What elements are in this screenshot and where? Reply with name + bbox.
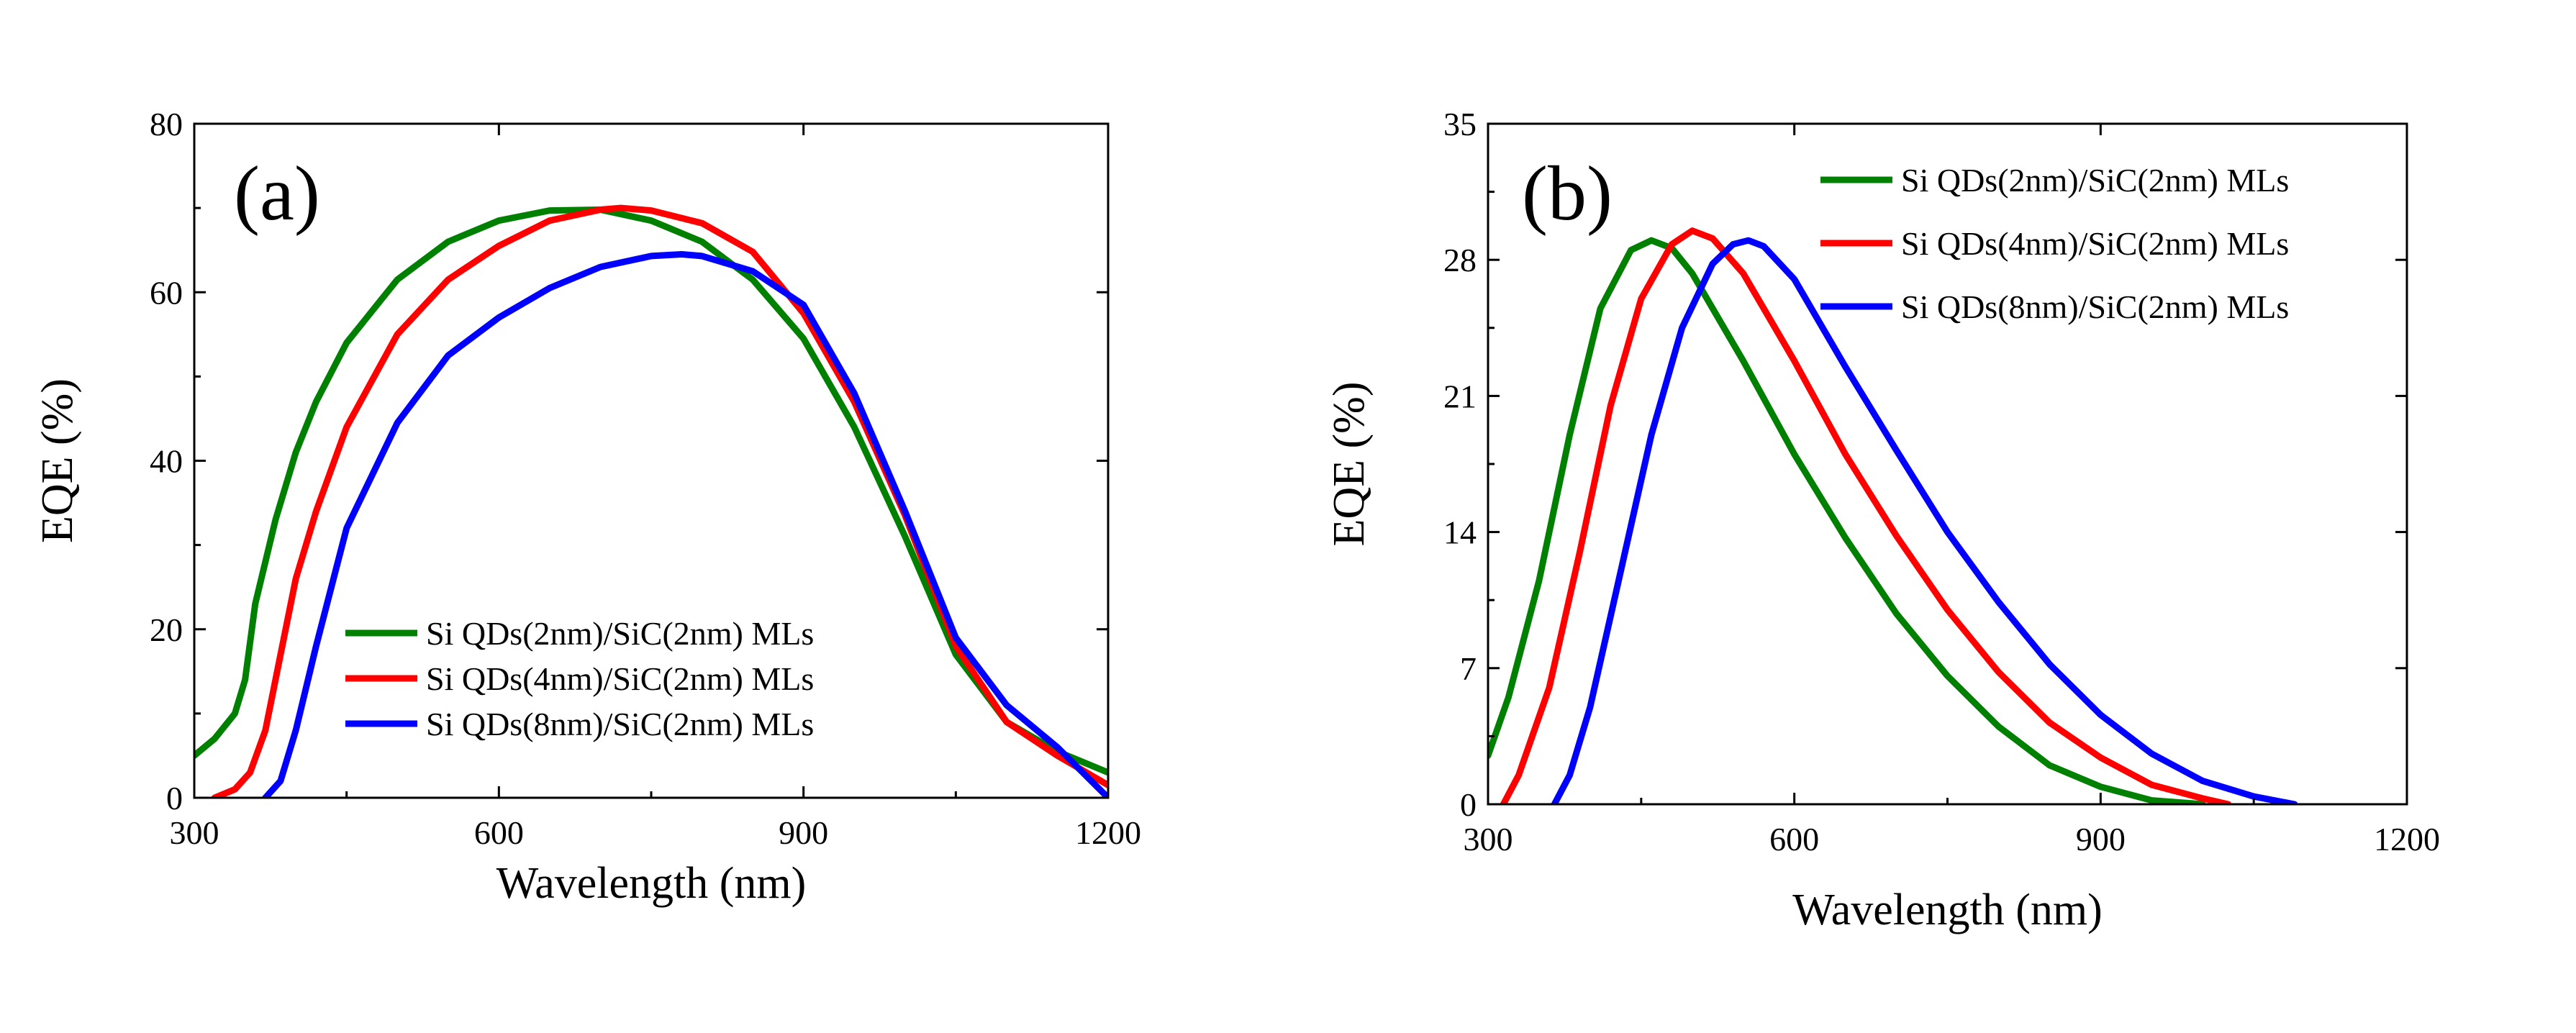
y-tick-label-b: 0 [1460, 786, 1477, 823]
legend-label-b-1: Si QDs(2nm)/SiC(2nm) MLs [1901, 162, 2289, 199]
panel-label-b: (b) [1522, 151, 1613, 237]
y-tick-label-a: 40 [150, 443, 183, 480]
chart-panel-b: 300 600 900 1200 0 7 14 21 28 35 Wavelength (nm) EQ… [1325, 106, 2440, 934]
x-tick-label-a: 900 [779, 814, 828, 851]
series-line-b-2 [1500, 227, 2232, 804]
series-line-b-3 [1551, 237, 2298, 804]
y-tick-label-a: 20 [150, 611, 183, 648]
y-tick-label-b: 7 [1460, 650, 1477, 687]
y-tick-label-b: 14 [1443, 514, 1477, 551]
x-axis-title-a: Wavelength (nm) [496, 859, 807, 908]
panel-label-a: (a) [234, 151, 320, 237]
x-tick-label-a: 1200 [1075, 814, 1141, 851]
chart-panel-a: 300 600 900 1200 0 20 40 60 80 Wavelength (nm) EQE… [33, 106, 1141, 908]
x-axis-title-b: Wavelength (nm) [1792, 886, 2103, 934]
x-tick-label-b: 300 [1464, 821, 1513, 857]
y-tick-label-a: 60 [150, 274, 183, 311]
y-tick-label-b: 21 [1443, 378, 1477, 414]
series-line-a-3 [262, 251, 1108, 798]
x-tick-label-a: 600 [474, 814, 524, 851]
x-tick-label-b: 900 [2076, 821, 2126, 857]
y-tick-label-b: 28 [1443, 242, 1477, 278]
series-line-b-1 [1488, 237, 2206, 804]
y-tick-label-a: 80 [150, 106, 183, 142]
y-tick-label-b: 35 [1443, 106, 1477, 142]
y-axis-title-b: EQE (%) [1325, 382, 1374, 547]
legend-label-b-3: Si QDs(8nm)/SiC(2nm) MLs [1901, 288, 2289, 325]
legend-label-a-2: Si QDs(4nm)/SiC(2nm) MLs [426, 660, 814, 697]
legend-label-a-3: Si QDs(8nm)/SiC(2nm) MLs [426, 706, 814, 742]
y-axis-title-a: EQE (%) [33, 378, 82, 543]
legend-label-b-2: Si QDs(4nm)/SiC(2nm) MLs [1901, 225, 2289, 262]
x-tick-label-a: 300 [170, 814, 219, 851]
x-tick-label-b: 1200 [2374, 821, 2440, 857]
legend-label-a-1: Si QDs(2nm)/SiC(2nm) MLs [426, 615, 814, 652]
x-tick-label-b: 600 [1769, 821, 1819, 857]
y-tick-label-a: 0 [166, 780, 183, 816]
series-line-a-1 [194, 206, 1108, 776]
